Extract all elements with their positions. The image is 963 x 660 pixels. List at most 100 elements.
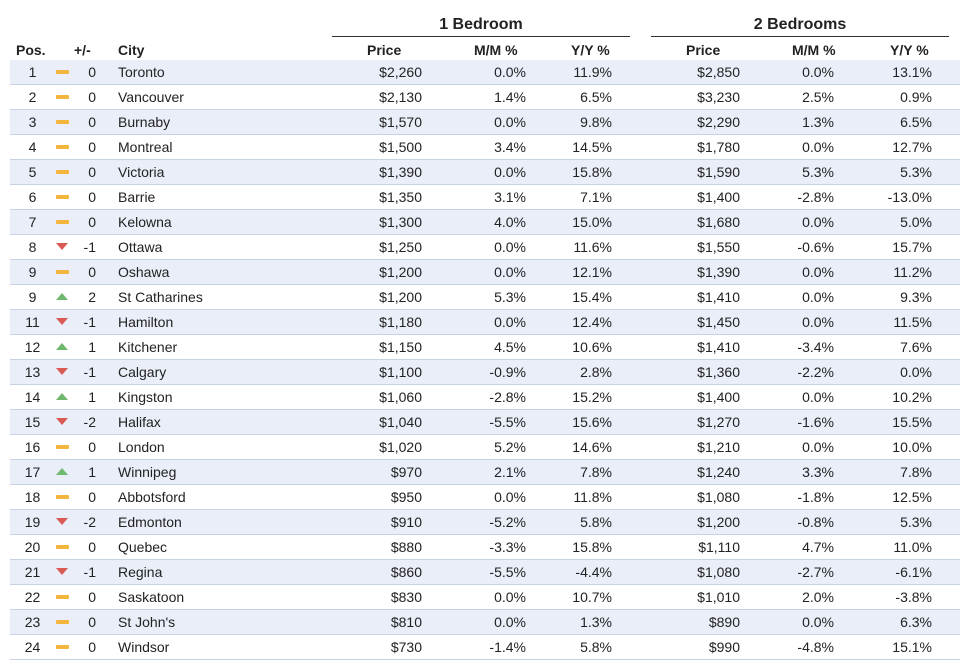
mm-2br-cell: 0.0%	[802, 214, 834, 230]
price-2br-cell: $1,680	[697, 214, 740, 230]
trend-marker	[55, 85, 71, 109]
price-1br-cell: $970	[390, 464, 422, 480]
city-cell: Quebec	[118, 539, 168, 555]
table-row: 16 0 London $1,020 5.2% 14.6% $1,210 0.0% 10.0%	[10, 435, 960, 460]
yy-1br-cell: 11.9%	[573, 64, 612, 80]
city-cell: St Catharines	[118, 289, 203, 305]
mm-1br-cell: 4.0%	[494, 214, 526, 230]
triangle-up-icon	[56, 393, 68, 400]
city-cell: Kitchener	[118, 339, 178, 355]
table-row: 3 0 Burnaby $1,570 0.0% 9.8% $2,290 1.3% 6.5%	[10, 110, 960, 135]
price-2br-cell: $1,240	[697, 464, 740, 480]
price-1br-cell: $950	[390, 489, 422, 505]
price-2br-cell: $1,200	[697, 514, 740, 530]
rank-change-cell: 1	[88, 389, 96, 405]
yy-2br-cell: 12.7%	[892, 139, 932, 155]
table-row: 9 0 Oshawa $1,200 0.0% 12.1% $1,390 0.0% 11.2%	[10, 260, 960, 285]
triangle-up-icon	[56, 293, 68, 300]
trend-marker	[55, 460, 71, 484]
mm-1br-cell: 0.0%	[494, 614, 526, 630]
price-2br-cell: $1,080	[697, 564, 740, 580]
yy-1br-cell: 15.6%	[572, 414, 612, 430]
position-cell: 23	[24, 614, 41, 630]
mm-2br-cell: 1.3%	[802, 114, 834, 130]
table-row: 12 1 Kitchener $1,150 4.5% 10.6% $1,410 -3.4% 7.…	[10, 335, 960, 360]
mm-2br-cell: -2.2%	[797, 364, 834, 380]
yy-1br-cell: 5.8%	[580, 514, 612, 530]
city-cell: Regina	[118, 564, 163, 580]
rank-change-cell: 0	[88, 164, 96, 180]
dash-icon	[56, 170, 69, 174]
yy-2br-cell: 15.7%	[892, 239, 932, 255]
column-header-row: Pos. +/- City Price M/M % Y/Y % Price M/…	[0, 40, 963, 60]
trend-marker	[55, 560, 71, 584]
rank-change-cell: 0	[88, 64, 96, 80]
rank-change-cell: -1	[83, 364, 96, 380]
yy-2br-cell: -13.0%	[887, 189, 932, 205]
mm-1br-cell: 3.4%	[494, 139, 526, 155]
yy-1br-cell: 15.8%	[572, 539, 612, 555]
trend-marker	[55, 585, 71, 609]
dash-icon	[56, 595, 69, 599]
rank-change-cell: 0	[88, 439, 96, 455]
mm-1br-cell: -0.9%	[489, 364, 526, 380]
mm-1br-cell: 2.1%	[494, 464, 526, 480]
mm-1br-cell: 4.5%	[494, 339, 526, 355]
yy-2br-cell: -3.8%	[895, 589, 932, 605]
yy-2br-cell: 12.5%	[892, 489, 932, 505]
city-cell: Vancouver	[118, 89, 184, 105]
position-cell: 18	[24, 489, 41, 505]
dash-icon	[56, 95, 69, 99]
yy-1br-cell: 15.4%	[572, 289, 612, 305]
yy-1br-cell: 10.6%	[572, 339, 612, 355]
price-1br-cell: $860	[390, 564, 422, 580]
price-2br-cell: $1,360	[697, 364, 740, 380]
column-header-mm-2br: M/M %	[792, 42, 836, 58]
trend-marker	[55, 260, 71, 284]
mm-2br-cell: 0.0%	[802, 389, 834, 405]
mm-2br-cell: -0.6%	[797, 239, 834, 255]
mm-1br-cell: 0.0%	[494, 264, 526, 280]
mm-2br-cell: 0.0%	[802, 264, 834, 280]
price-2br-cell: $1,080	[697, 489, 740, 505]
mm-1br-cell: 0.0%	[494, 589, 526, 605]
trend-marker	[55, 385, 71, 409]
position-cell: 22	[24, 589, 41, 605]
city-cell: Hamilton	[118, 314, 174, 330]
table-row: 19 -2 Edmonton $910 -5.2% 5.8% $1,200 -0.8% 5.3%	[10, 510, 960, 535]
city-cell: Victoria	[118, 164, 165, 180]
position-cell: 8	[28, 239, 37, 255]
yy-2br-cell: 7.8%	[900, 464, 932, 480]
mm-1br-cell: 1.4%	[494, 89, 526, 105]
trend-marker	[55, 285, 71, 309]
column-header-price-1br: Price	[367, 42, 402, 58]
mm-2br-cell: 0.0%	[802, 439, 834, 455]
yy-1br-cell: 12.4%	[572, 314, 612, 330]
trend-marker	[55, 60, 71, 84]
rank-change-cell: 2	[88, 289, 96, 305]
rank-change-cell: 0	[88, 614, 96, 630]
table-row: 23 0 St John's $810 0.0% 1.3% $890 0.0% 6.3%	[10, 610, 960, 635]
price-2br-cell: $2,850	[697, 64, 740, 80]
triangle-down-icon	[56, 318, 68, 325]
triangle-down-icon	[56, 243, 68, 250]
yy-2br-cell: 9.3%	[900, 289, 932, 305]
yy-1br-cell: 15.0%	[572, 214, 612, 230]
table-row: 1 0 Toronto $2,260 0.0% 11.9% $2,850 0.0% 13.1%	[10, 60, 960, 85]
trend-marker	[55, 235, 71, 259]
yy-2br-cell: 7.6%	[900, 339, 932, 355]
column-header-yy-1br: Y/Y %	[571, 42, 610, 58]
position-cell: 5	[28, 164, 37, 180]
trend-marker	[55, 410, 71, 434]
rank-change-cell: 0	[88, 214, 96, 230]
mm-1br-cell: 0.0%	[494, 239, 526, 255]
table-row: 22 0 Saskatoon $830 0.0% 10.7% $1,010 2.0% -3.8%	[10, 585, 960, 610]
trend-marker	[55, 535, 71, 559]
yy-1br-cell: 12.1%	[572, 264, 612, 280]
city-cell: Abbotsford	[118, 489, 186, 505]
yy-1br-cell: 11.6%	[573, 239, 612, 255]
rank-change-cell: 0	[88, 264, 96, 280]
dash-icon	[56, 220, 69, 224]
price-2br-cell: $1,210	[697, 439, 740, 455]
dash-icon	[56, 445, 69, 449]
